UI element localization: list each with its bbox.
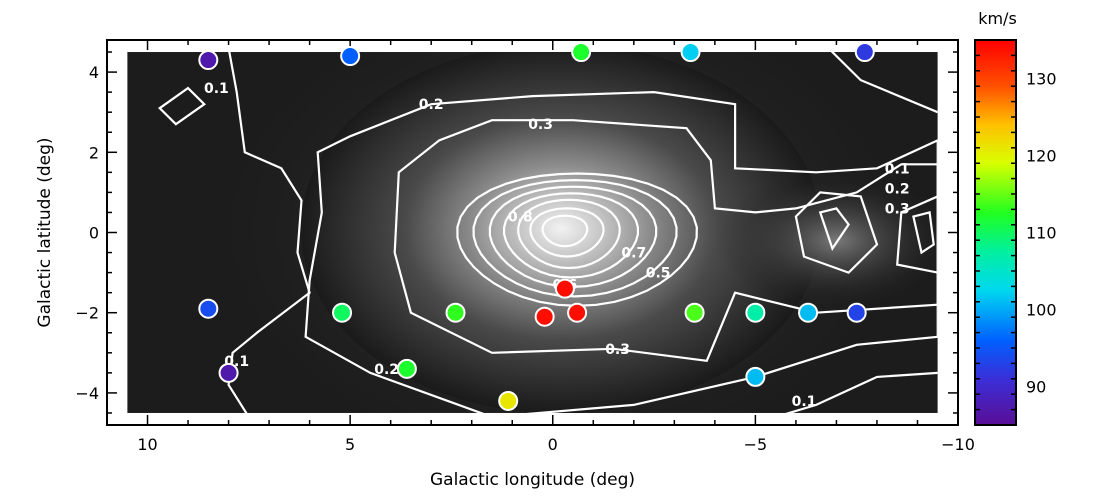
data-points <box>198 42 875 411</box>
contour-label: 0.3 <box>605 342 630 358</box>
contour-line <box>456 172 698 308</box>
contour-line <box>830 52 938 114</box>
x-tick-label: 0 <box>548 435 558 454</box>
contour-label: 0.1 <box>885 161 910 177</box>
contour-line <box>517 198 621 270</box>
density-map: 0.10.20.30.80.70.60.50.30.20.10.10.10.20… <box>127 52 938 413</box>
y-tick-label: 0 <box>89 224 99 243</box>
contour-label: 0.5 <box>646 266 671 282</box>
contour-labels: 0.10.20.30.80.70.60.50.30.20.10.10.10.20… <box>204 81 910 410</box>
contour-line <box>503 192 639 279</box>
contour-label: 0.8 <box>508 209 533 225</box>
y-tick-label: 2 <box>89 143 99 162</box>
colorbar-tick-label: 130 <box>1026 70 1057 89</box>
colorbar-ticks <box>975 39 1016 426</box>
colorbar-tick-label: 100 <box>1026 301 1057 320</box>
contour-line <box>157 86 207 126</box>
contour-label: 0.3 <box>528 117 553 133</box>
data-point <box>567 302 588 323</box>
x-axis-ticks <box>106 40 959 425</box>
y-axis-title: Galactic latitude (deg) <box>35 137 55 327</box>
contour-label: 0.3 <box>885 201 910 217</box>
x-tick-label: 5 <box>345 435 355 454</box>
colorbar-tick-labels: 90 100 110 120 130 <box>1026 70 1057 397</box>
data-point <box>332 302 353 323</box>
data-point <box>198 50 219 71</box>
data-point <box>445 302 466 323</box>
contour-line <box>912 211 935 255</box>
y-tick-label: 4 <box>89 63 99 82</box>
contour-line <box>488 185 658 289</box>
data-point <box>745 366 766 387</box>
x-tick-labels: 10 5 0 −5 −10 <box>137 435 975 454</box>
data-point <box>745 302 766 323</box>
data-point <box>340 46 361 67</box>
contour-label: 0.2 <box>374 362 399 378</box>
contour-label: 0.2 <box>885 181 910 197</box>
contour-line <box>529 207 605 258</box>
contour-label: 0.7 <box>621 246 646 262</box>
data-point <box>846 302 867 323</box>
contour-line <box>794 191 879 274</box>
contour-lines <box>157 52 938 413</box>
data-point <box>680 42 701 63</box>
x-tick-label: −5 <box>744 435 768 454</box>
colorbar-tick-label: 120 <box>1026 147 1057 166</box>
y-tick-label: −4 <box>75 384 99 403</box>
contour-label: 0.1 <box>792 394 817 410</box>
contour-line <box>785 371 938 413</box>
data-point <box>798 302 819 323</box>
contour-line <box>818 207 850 251</box>
contour-label: 0.2 <box>419 97 444 113</box>
contour-line <box>472 178 678 298</box>
data-point <box>684 302 705 323</box>
colorbar: 90 100 110 120 130 km/s <box>974 9 1057 426</box>
x-tick-label: −10 <box>941 435 975 454</box>
data-point <box>854 42 875 63</box>
contour-line <box>896 195 938 274</box>
y-tick-label: −2 <box>75 304 99 323</box>
colorbar-tick-label: 110 <box>1026 224 1057 243</box>
colorbar-gradient <box>974 39 1017 426</box>
contour-label: 0.1 <box>204 81 229 97</box>
data-point <box>571 42 592 63</box>
x-axis-title: Galactic longitude (deg) <box>430 470 635 490</box>
data-point <box>218 362 239 383</box>
y-tick-labels: 4 2 0 −2 −4 <box>75 63 99 403</box>
data-point <box>554 278 575 299</box>
colorbar-tick-label: 90 <box>1026 378 1046 397</box>
x-tick-label: 10 <box>137 435 157 454</box>
contour-line <box>541 214 589 248</box>
data-point <box>198 298 219 319</box>
data-point <box>498 390 519 411</box>
data-point <box>396 358 417 379</box>
secondary-glow <box>716 170 938 311</box>
data-point <box>534 306 555 327</box>
y-axis-ticks <box>107 51 958 414</box>
colorbar-title: km/s <box>978 9 1017 28</box>
